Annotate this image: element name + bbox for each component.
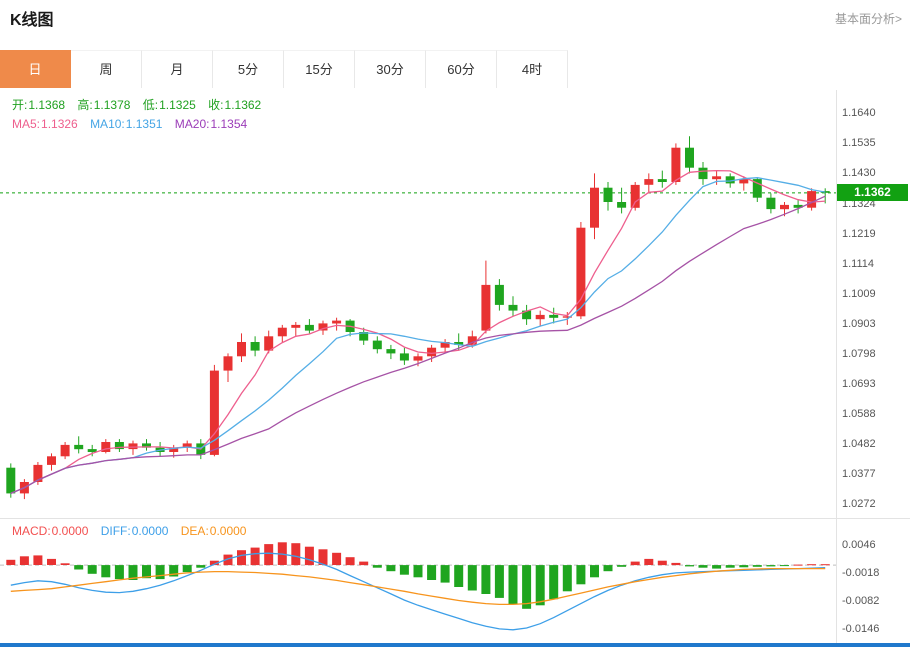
macd-axis-label: -0.0018 [842, 567, 880, 579]
candlestick-chart[interactable] [0, 90, 836, 518]
price-axis-label: 1.0693 [842, 378, 876, 390]
macd-axis-label: -0.0146 [842, 623, 880, 635]
tab-week[interactable]: 周 [71, 50, 142, 88]
tab-15min[interactable]: 15分 [284, 50, 355, 88]
period-tabbar: 日 周 月 5分 15分 30分 60分 4时 [0, 50, 568, 88]
tab-month[interactable]: 月 [142, 50, 213, 88]
tab-4hour[interactable]: 4时 [497, 50, 568, 88]
ma5-line [10, 169, 826, 494]
price-axis-label: 1.1114 [842, 258, 875, 270]
ma20-line [10, 195, 826, 494]
price-axis-label: 1.0482 [842, 438, 876, 450]
price-axis-label: 1.0798 [842, 348, 876, 360]
diff-line [10, 552, 826, 631]
dea-line [10, 567, 826, 606]
macd-axis-label: 0.0046 [842, 539, 876, 551]
macd-axis-label: -0.0082 [842, 595, 880, 607]
price-axis-label: 1.0272 [842, 498, 876, 510]
price-axis-label: 1.0588 [842, 408, 876, 420]
tab-5min[interactable]: 5分 [213, 50, 284, 88]
page-title: K线图 [10, 12, 54, 29]
macd-chart[interactable] [0, 520, 836, 643]
current-price-tag: 1.1362 [837, 184, 908, 201]
macd-histogram [6, 542, 830, 609]
tab-30min[interactable]: 30分 [355, 50, 426, 88]
axis-separator [836, 90, 837, 643]
price-axis-label: 1.1219 [842, 228, 876, 240]
fundamental-analysis-link[interactable]: 基本面分析> [834, 12, 902, 26]
price-axis-label: 1.1640 [842, 107, 876, 119]
price-axis-label: 1.0377 [842, 468, 876, 480]
price-axis-label: 1.1009 [842, 288, 876, 300]
ma10-line [10, 177, 826, 494]
tab-day[interactable]: 日 [0, 50, 71, 88]
candles [6, 136, 830, 500]
pane-separator [0, 518, 910, 519]
price-axis-label: 1.0903 [842, 318, 876, 330]
tab-60min[interactable]: 60分 [426, 50, 497, 88]
price-axis-label: 1.1535 [842, 137, 876, 149]
price-axis-label: 1.1430 [842, 167, 876, 179]
bottom-accent-bar [0, 643, 910, 647]
